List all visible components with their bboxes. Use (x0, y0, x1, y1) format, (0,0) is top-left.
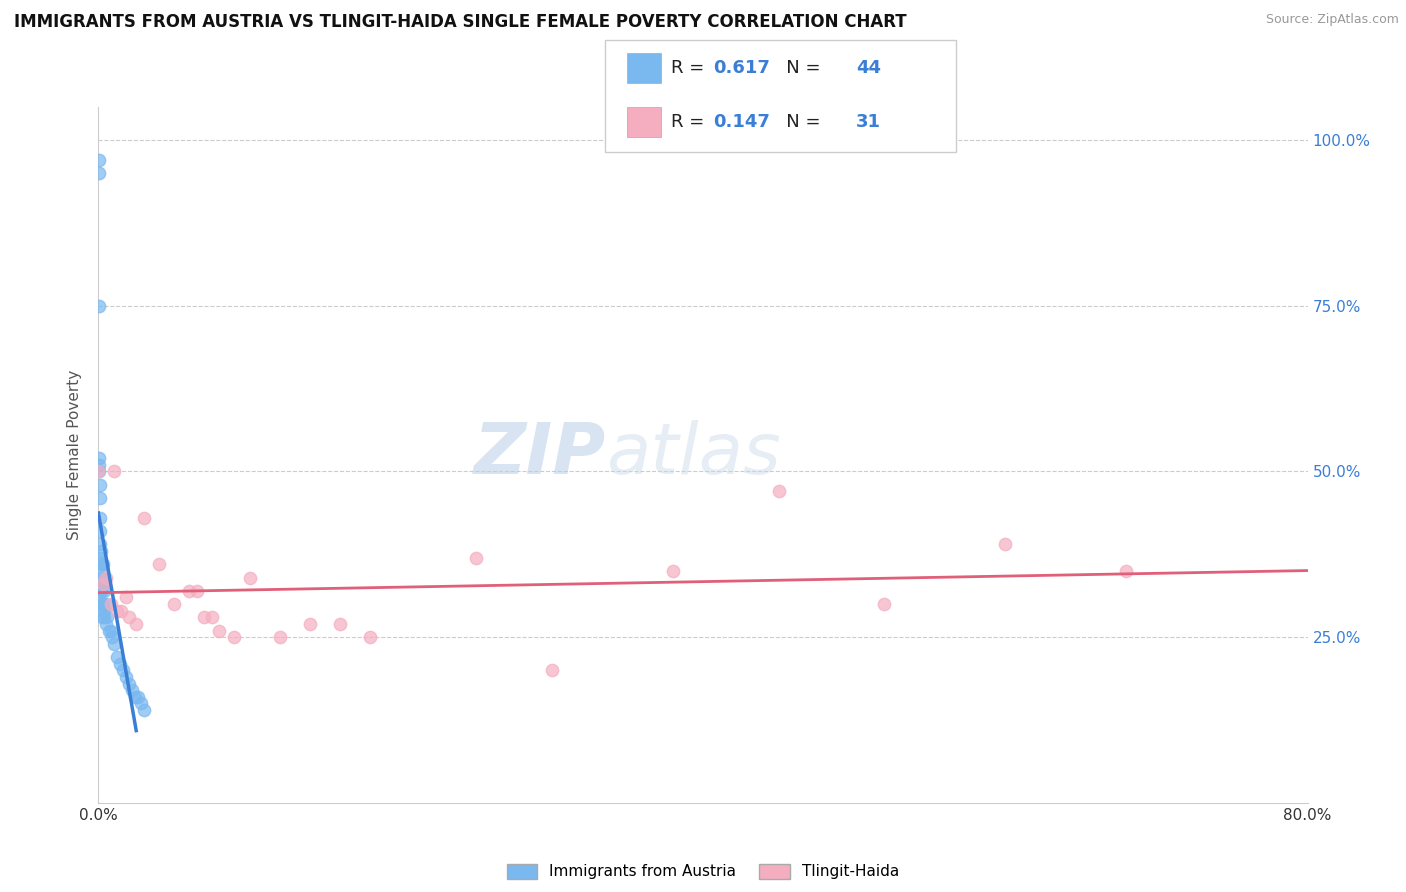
Text: atlas: atlas (606, 420, 780, 490)
Text: 31: 31 (856, 113, 882, 131)
Point (193, 610, 215, 624)
Point (89, 524, 111, 538)
Point (90, 583, 112, 598)
Point (89, 451, 111, 466)
Text: R =: R = (671, 59, 710, 77)
Text: 44: 44 (856, 59, 882, 77)
Text: R =: R = (671, 113, 710, 131)
Point (105, 604, 128, 618)
Point (94, 616, 117, 631)
Point (90, 558, 112, 572)
Legend: Immigrants from Austria, Tlingit-Haida: Immigrants from Austria, Tlingit-Haida (501, 857, 905, 886)
Point (201, 610, 224, 624)
Point (329, 616, 352, 631)
Text: IMMIGRANTS FROM AUSTRIA VS TLINGIT-HAIDA SINGLE FEMALE POVERTY CORRELATION CHART: IMMIGRANTS FROM AUSTRIA VS TLINGIT-HAIDA… (14, 13, 907, 31)
Point (90, 597, 112, 611)
Text: 0.147: 0.147 (713, 113, 769, 131)
Point (269, 630, 291, 644)
Point (103, 465, 125, 479)
Text: Source: ZipAtlas.com: Source: ZipAtlas.com (1265, 13, 1399, 27)
Point (239, 570, 262, 584)
Point (89, 511, 111, 525)
Point (90, 583, 112, 598)
Text: N =: N = (769, 113, 827, 131)
Point (163, 597, 186, 611)
Point (100, 624, 122, 638)
Text: N =: N = (769, 59, 827, 77)
Point (91, 577, 114, 591)
Point (110, 604, 132, 618)
Point (91, 597, 114, 611)
Point (768, 484, 790, 499)
Point (299, 616, 322, 631)
Point (540, 663, 562, 677)
Point (87, 166, 110, 180)
Point (90, 544, 112, 558)
Point (90, 570, 112, 584)
Point (118, 676, 141, 690)
Point (100, 597, 122, 611)
Point (873, 597, 896, 611)
Point (89, 537, 111, 551)
Point (114, 591, 136, 605)
Point (108, 657, 131, 671)
Point (179, 583, 201, 598)
Point (93, 604, 115, 618)
Point (360, 630, 382, 644)
Point (208, 624, 231, 638)
Point (465, 550, 488, 565)
Point (91, 610, 114, 624)
Point (87, 153, 110, 167)
Point (114, 670, 136, 684)
Point (89, 550, 111, 565)
Text: ZIP: ZIP (474, 420, 606, 490)
Point (91, 558, 114, 572)
Point (89, 491, 111, 505)
Point (127, 690, 149, 704)
Point (103, 637, 125, 651)
Point (87, 465, 110, 479)
Point (148, 558, 170, 572)
Point (186, 583, 208, 598)
Point (111, 663, 134, 677)
Point (93, 583, 115, 598)
Point (129, 697, 152, 711)
Point (1115, 564, 1137, 578)
Point (87, 299, 110, 313)
Y-axis label: Single Female Poverty: Single Female Poverty (67, 370, 83, 540)
Point (90, 564, 112, 578)
Text: 0.617: 0.617 (713, 59, 769, 77)
Point (121, 683, 143, 698)
Point (994, 537, 1017, 551)
Point (96, 610, 118, 624)
Point (89, 477, 111, 491)
Point (132, 511, 155, 525)
Point (125, 616, 148, 631)
Point (90, 597, 112, 611)
Point (89, 458, 111, 472)
Point (94, 570, 117, 584)
Point (118, 610, 141, 624)
Point (94, 597, 117, 611)
Point (662, 564, 685, 578)
Point (105, 650, 128, 665)
Point (89, 465, 111, 479)
Point (132, 703, 155, 717)
Point (101, 630, 124, 644)
Point (98, 624, 121, 638)
Point (91, 577, 114, 591)
Point (224, 630, 246, 644)
Point (124, 690, 146, 704)
Point (93, 610, 115, 624)
